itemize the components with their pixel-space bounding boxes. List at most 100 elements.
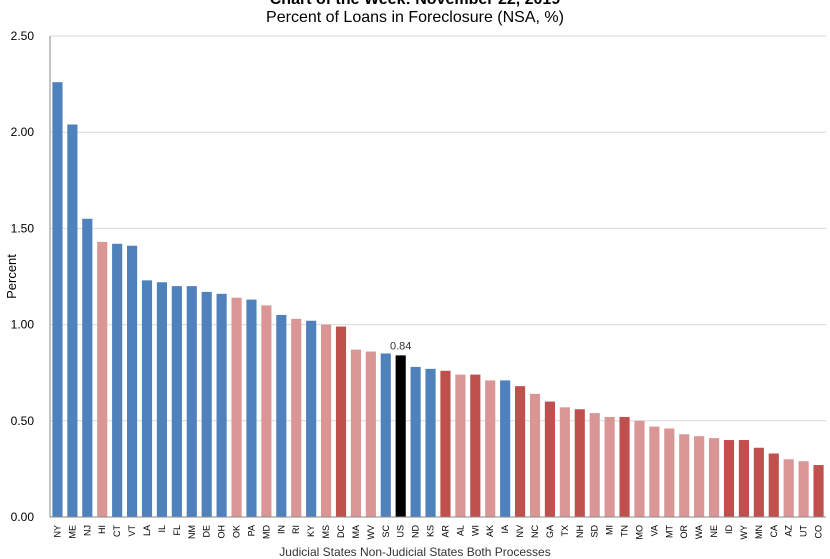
x-tick-label: CO [814,525,824,539]
y-tick-labels: 0.00 0.50 1.00 1.50 2.00 2.50 [11,29,35,524]
bar-sd [589,413,600,517]
bar-nj [82,218,93,517]
bar-ri [291,318,302,517]
annotations: 0.84 [390,340,411,352]
bar-ut [798,461,809,517]
bar-ms [321,324,332,517]
x-tick-label: UT [799,525,809,537]
bar-md [261,305,272,517]
bar-ct [112,243,123,518]
x-tick-label: WV [366,525,376,540]
bar-ia [500,380,511,517]
bar-or [679,434,690,517]
x-tick-labels: NY ME NJ HI CT VT LA IL FL NM DE OH OK PA MD IN RI KY MS DC… [52,524,823,539]
x-tick-label: NE [709,525,719,538]
bar-al [455,374,466,517]
x-tick-label: KS [426,525,436,537]
x-tick-label: NM [187,525,197,539]
x-tick-label: HI [97,525,107,534]
bar-oh [216,293,227,517]
bar-ga [544,401,555,517]
x-tick-label: IL [157,525,167,533]
x-tick-label: GA [545,525,555,538]
bar-il [156,282,167,517]
bar-mo [634,420,645,517]
x-tick-label: WI [470,525,480,536]
x-tick-label: RI [291,525,301,534]
y-tick-label: 1.50 [11,221,35,235]
x-tick-label: NC [530,525,540,538]
x-tick-label: MI [605,525,615,535]
chart-title: Chart of the Week: November 22, 2019 [0,0,830,9]
x-tick-label: AZ [784,525,794,537]
x-tick-label: ND [411,525,421,538]
bar-hi [97,241,108,518]
x-tick-label: IA [500,525,510,534]
x-tick-label: TX [560,525,570,537]
x-tick-label: CA [769,525,779,538]
x-tick-label: ME [67,525,77,539]
bar-fl [171,286,182,517]
bar-ar [440,370,451,517]
y-tick-label: 2.50 [11,29,35,43]
bar-nc [529,393,541,517]
x-tick-label: MA [351,525,361,539]
bar-ca [768,453,779,517]
y-tick-label: 1.00 [11,318,35,332]
bar-in [276,314,287,517]
bar-us [395,355,406,517]
x-tick-label: TN [620,525,630,537]
x-tick-label: OK [232,525,242,538]
bar-ma [350,349,361,517]
bar-wi [470,374,481,517]
y-axis-label: Percent [4,254,19,299]
x-tick-label: MO [634,525,644,540]
bar-mi [604,416,615,517]
bar-va [649,426,660,517]
x-tick-label: AR [440,525,450,538]
x-tick-label: CT [112,525,122,537]
bar-co [813,465,824,517]
bar-mt [664,428,675,517]
x-tick-label: LA [142,525,152,536]
bar-wa [694,436,705,517]
chart-subtitle: Percent of Loans in Foreclosure (NSA, %) [266,9,564,26]
bar-ks [425,368,436,517]
x-tick-label: OR [679,524,689,538]
bar-dc [335,326,347,517]
x-tick-label: DE [202,525,212,538]
bar-az [783,459,794,517]
bar-vt [127,245,138,517]
x-tick-label: PA [246,525,256,536]
bar-ny [52,82,63,518]
x-tick-label: MD [261,525,271,539]
bar-de [201,291,212,517]
bar-nh [574,409,585,517]
x-tick-label: ID [724,524,734,534]
bar-ne [709,438,720,517]
bar-nm [186,286,197,517]
x-tick-label: AL [455,525,465,536]
bar-me [67,124,78,517]
legend-text: Judicial States Non-Judicial States Both… [279,545,551,559]
x-tick-label: MT [664,525,674,538]
x-tick-label: KY [306,525,316,537]
y-tick-label: 0.50 [11,414,35,428]
bar-nd [410,366,421,517]
bars [52,82,824,518]
x-tick-label: VT [127,525,137,537]
bar-wy [738,440,749,517]
x-tick-label: MN [754,525,764,539]
bar-sc [380,353,391,517]
x-tick-label: NV [515,525,525,538]
bar-tx [559,407,570,517]
bar-id [723,440,735,517]
x-tick-label: NJ [82,525,92,536]
x-tick-label: IN [276,525,286,534]
x-tick-label: OH [217,525,227,539]
bar-ak [485,380,496,517]
x-tick-label: AK [485,525,495,537]
x-tick-label: VA [649,525,659,536]
bar-pa [246,299,257,517]
